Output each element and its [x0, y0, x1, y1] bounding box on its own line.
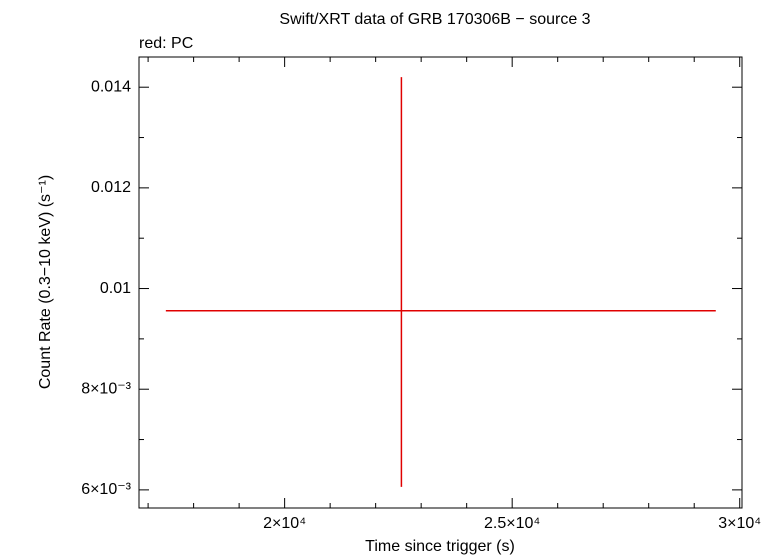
x-tick-label: 3×10⁴ [718, 515, 761, 532]
chart-title: Swift/XRT data of GRB 170306B − source 3 [279, 11, 590, 28]
x-tick-label: 2.5×10⁴ [484, 515, 540, 532]
plot-frame [138, 56, 743, 509]
y-axis-label: Count Rate (0.3−10 keV) (s⁻¹) [37, 175, 54, 389]
y-tick-label: 6×10⁻³ [81, 481, 131, 498]
legend-note: red: PC [139, 35, 193, 52]
x-tick-label: 2×10⁴ [263, 515, 306, 532]
y-tick-label: 0.012 [91, 179, 131, 196]
x-axis-label: Time since trigger (s) [365, 538, 515, 555]
y-tick-label: 0.01 [100, 280, 131, 297]
y-tick-label: 8×10⁻³ [81, 380, 131, 397]
y-tick-label: 0.014 [91, 78, 131, 95]
